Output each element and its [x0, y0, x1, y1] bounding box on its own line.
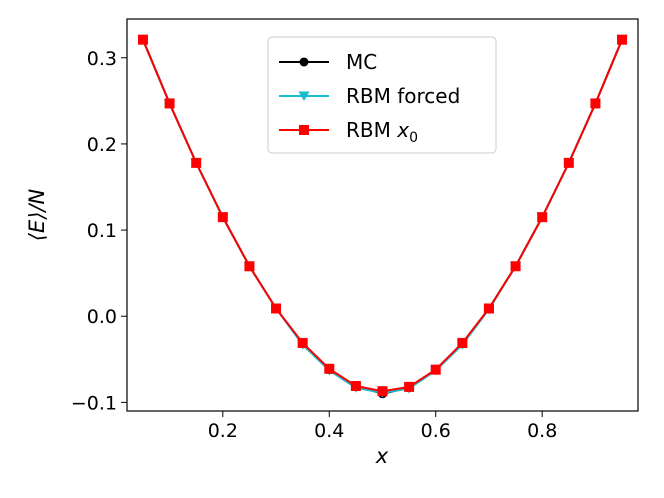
legend-label-mc: MC [346, 50, 377, 74]
data-point-rbm-x0 [590, 98, 601, 109]
y-tick-label: 0.3 [87, 48, 117, 70]
data-point-rbm-x0 [404, 381, 415, 392]
legend-item-mc: MC [279, 50, 377, 74]
y-tick-label: 0.0 [87, 306, 117, 328]
y-axis-ticks: −0.1 0.0 0.1 0.2 0.3 [71, 48, 127, 414]
x-tick-label: 0.8 [527, 420, 557, 442]
legend-label-rbm-forced: RBM forced [346, 84, 460, 108]
data-point-rbm-x0 [457, 337, 468, 348]
data-point-rbm-x0 [617, 34, 628, 45]
data-point-rbm-x0 [217, 212, 228, 223]
y-tick-label: −0.1 [71, 392, 117, 414]
data-point-rbm-x0 [324, 363, 335, 374]
data-point-rbm-x0 [510, 261, 521, 272]
legend: MC RBM forced RBM x0 [267, 36, 497, 154]
data-point-rbm-x0 [137, 34, 148, 45]
legend-label-rbm-x0-var: x [396, 118, 409, 142]
x-tick-label: 0.4 [314, 420, 344, 442]
data-point-rbm-x0 [191, 157, 202, 168]
legend-box [267, 36, 497, 154]
data-point-rbm-x0 [244, 261, 255, 272]
plot-frame [126, 18, 639, 412]
legend-label-rbm-x0-prefix: RBM [346, 118, 397, 142]
data-point-rbm-x0 [271, 303, 282, 314]
y-tick-label: 0.2 [87, 134, 117, 156]
legend-item-rbm-forced: RBM forced [279, 84, 460, 108]
y-axis-label: ⟨E⟩/N [25, 188, 49, 241]
data-point-rbm-x0 [377, 386, 388, 397]
x-axis-label: x [375, 444, 389, 468]
plot-area: 0.2 0.4 0.6 0.8 −0.1 0.0 0.1 0.2 0.3 [71, 18, 639, 442]
legend-label-rbm-x0-sub: 0 [409, 130, 418, 146]
legend-marker-rbm-forced [298, 91, 310, 101]
series-layer [137, 34, 628, 399]
legend-marker-mc [299, 57, 309, 67]
x-tick-label: 0.2 [208, 420, 238, 442]
data-point-rbm-x0 [537, 212, 548, 223]
data-point-rbm-x0 [164, 98, 175, 109]
legend-item-rbm-x0: RBM x0 [279, 118, 418, 146]
x-axis-ticks: 0.2 0.4 0.6 0.8 [208, 411, 557, 442]
data-point-rbm-x0 [297, 337, 308, 348]
data-point-rbm-x0 [430, 364, 441, 375]
data-point-rbm-x0 [563, 157, 574, 168]
x-tick-label: 0.6 [421, 420, 451, 442]
data-point-rbm-x0 [483, 303, 494, 314]
series-rbm-x0 [137, 34, 628, 397]
legend-label-rbm-x0: RBM x0 [346, 118, 418, 146]
data-point-rbm-x0 [350, 381, 361, 392]
y-tick-label: 0.1 [87, 220, 117, 242]
legend-marker-rbm-x0 [299, 125, 309, 135]
